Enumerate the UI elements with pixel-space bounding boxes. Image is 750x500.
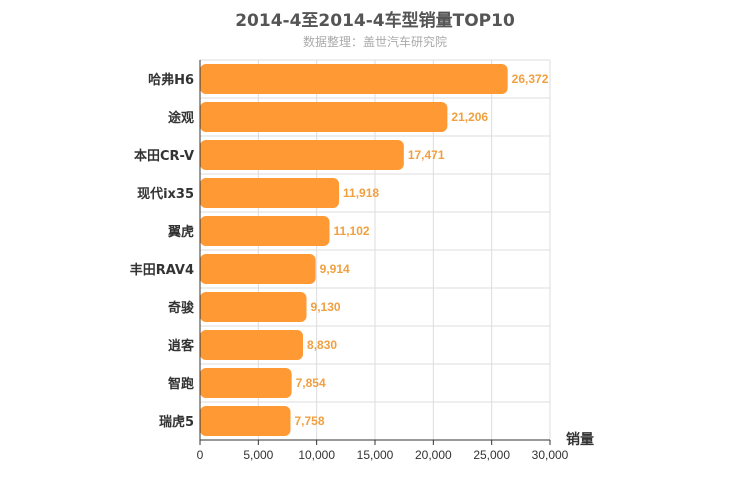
value-label: 7,854 xyxy=(296,376,326,390)
category-label: 翼虎 xyxy=(167,224,194,240)
value-label: 17,471 xyxy=(408,148,445,162)
bar xyxy=(200,64,508,94)
bar xyxy=(200,140,404,170)
chart-subtitle: 数据整理：盖世汽车研究院 xyxy=(302,35,447,49)
bar xyxy=(200,254,316,284)
bar xyxy=(200,216,330,246)
category-label: 哈弗H6 xyxy=(148,72,194,88)
category-label: 瑞虎5 xyxy=(159,414,194,430)
chart-title: 2014-4至2014-4车型销量TOP10 xyxy=(235,11,515,31)
value-label: 7,758 xyxy=(295,414,325,428)
value-label: 11,918 xyxy=(343,186,379,200)
x-tick-label: 0 xyxy=(197,448,204,462)
category-label: 现代ix35 xyxy=(137,186,194,202)
x-tick-label: 5,000 xyxy=(243,448,273,462)
bar xyxy=(200,178,340,208)
category-label: 途观 xyxy=(168,110,194,126)
x-tick-label: 30,000 xyxy=(532,448,569,462)
x-tick-label: 10,000 xyxy=(298,448,335,462)
value-label: 21,206 xyxy=(451,110,488,124)
x-tick-label: 20,000 xyxy=(415,448,452,462)
category-label: 本田CR-V xyxy=(134,148,194,164)
bar xyxy=(200,406,291,436)
value-label: 26,372 xyxy=(512,72,549,86)
bar xyxy=(200,102,448,132)
value-label: 8,830 xyxy=(307,338,337,352)
category-label: 智跑 xyxy=(168,376,194,392)
bars: 26,372 21,206 17,471 11,918 11,102 9,914 9,130… xyxy=(200,64,549,436)
category-label: 丰田RAV4 xyxy=(130,262,194,278)
value-label: 9,130 xyxy=(311,300,341,314)
value-label: 9,914 xyxy=(320,262,350,276)
bar xyxy=(200,368,292,398)
x-tick-label: 15,000 xyxy=(357,448,394,462)
x-tick-label: 25,000 xyxy=(473,448,510,462)
category-label: 逍客 xyxy=(168,338,195,354)
bar xyxy=(200,292,307,322)
bar xyxy=(200,330,304,360)
x-axis-label: 销量 xyxy=(566,431,594,448)
category-label: 奇骏 xyxy=(168,300,195,316)
value-label: 11,102 xyxy=(334,224,370,238)
